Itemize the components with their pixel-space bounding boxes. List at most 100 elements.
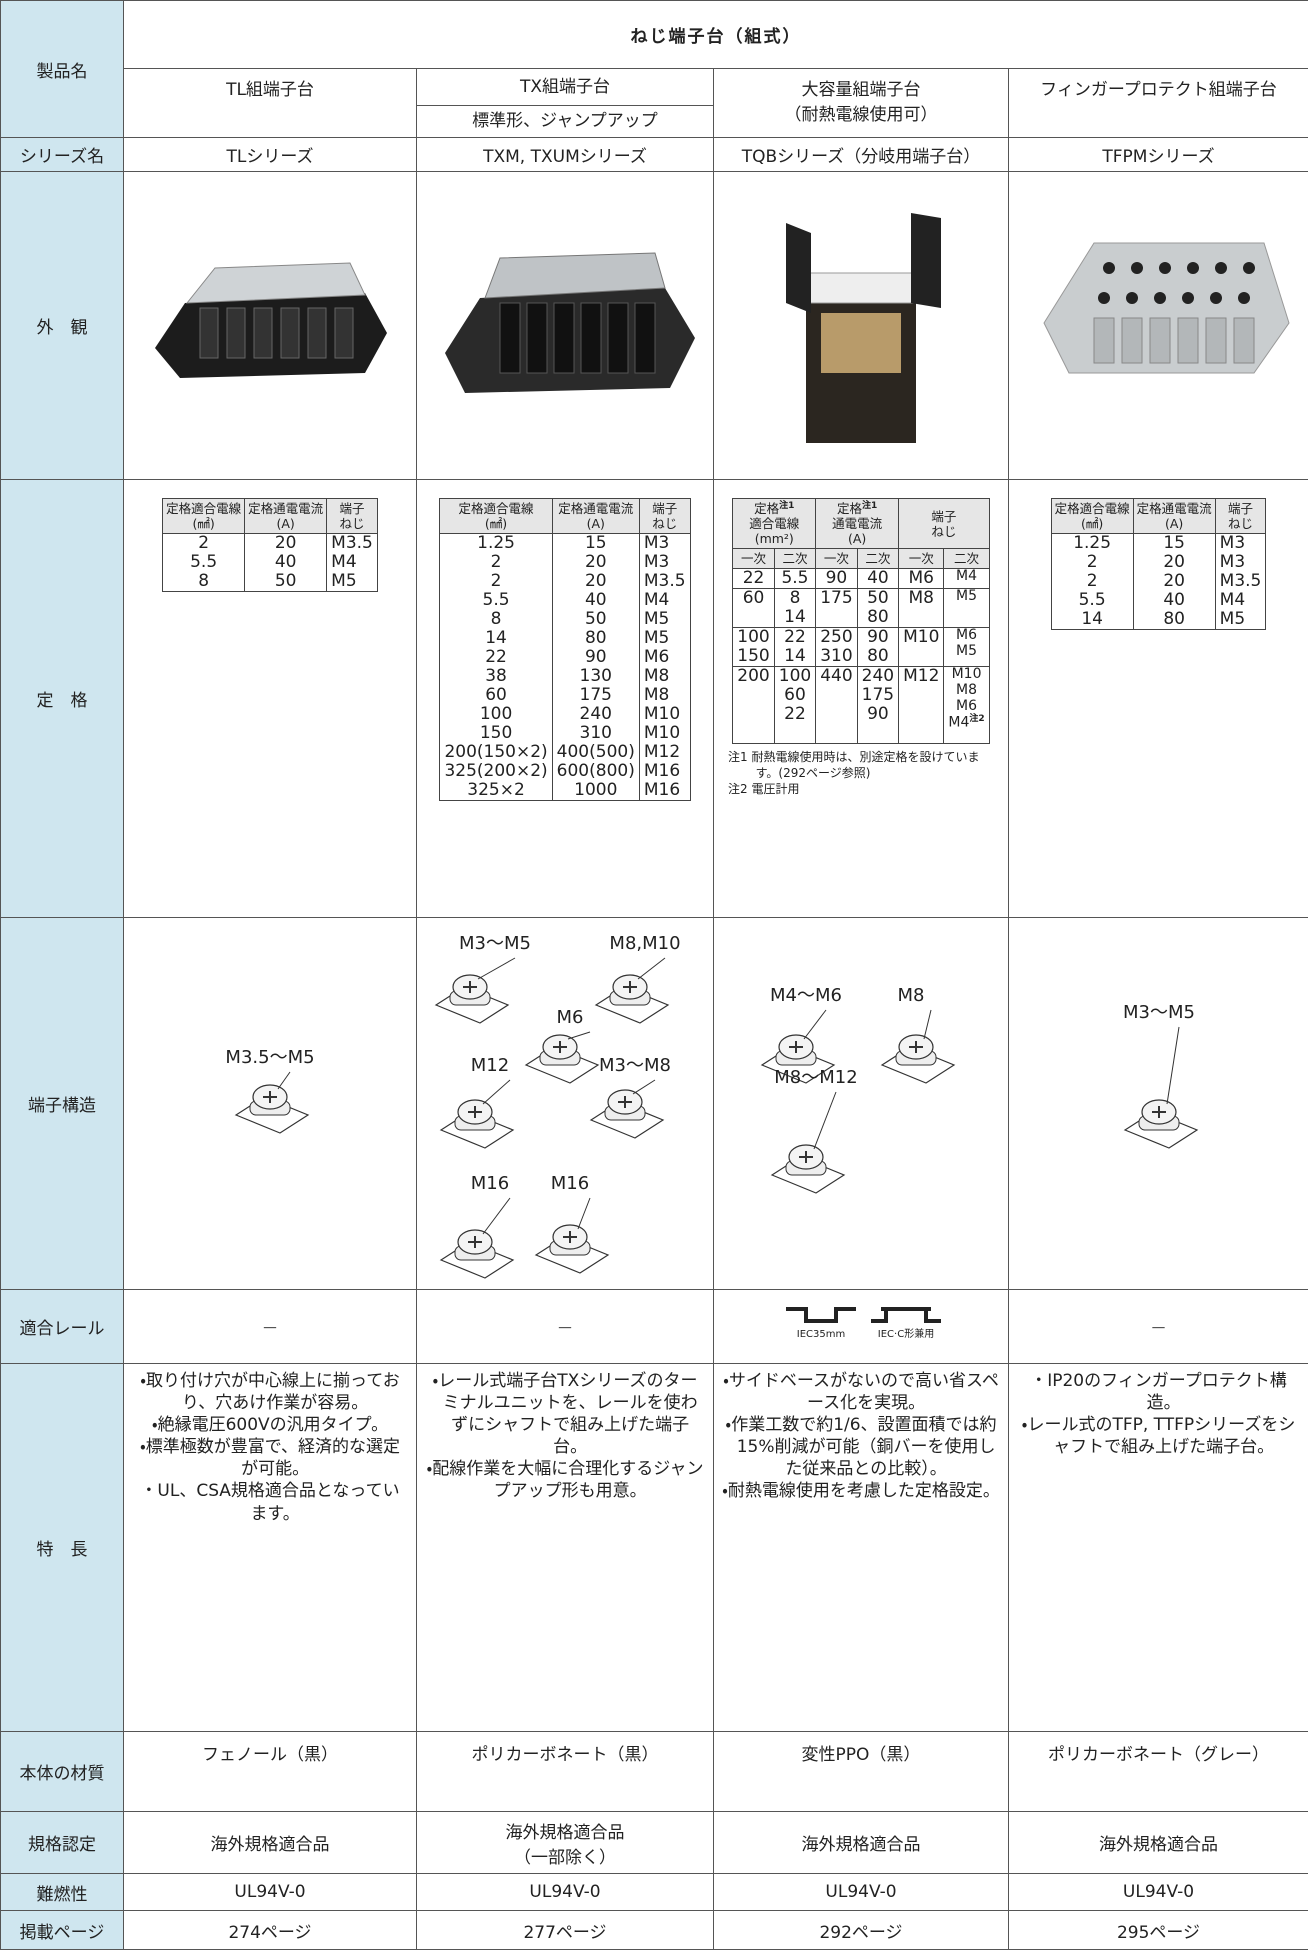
rating-header-cell: 定格適合電線(㎟)	[1051, 499, 1133, 534]
rating-value: 440	[820, 667, 852, 686]
page-cell: 274ページ	[124, 1911, 417, 1950]
rating-column: 200	[733, 667, 774, 744]
standard-text: （一部除く）	[417, 1843, 713, 1868]
structure-label: M3～M5	[1123, 1002, 1195, 1023]
product-name-text: TL組端子台	[124, 69, 416, 100]
structure-label: M16	[551, 1173, 589, 1194]
rating-value: 80	[557, 629, 635, 648]
header-line: 定格通電電流	[556, 501, 636, 516]
product-name-text: 大容量組端子台	[714, 69, 1008, 100]
rating-value: M5	[948, 589, 984, 605]
rating-value: M4	[331, 553, 373, 572]
product-name: TL組端子台	[124, 69, 417, 138]
header-line: ねじ	[902, 524, 986, 539]
hole	[1098, 292, 1110, 304]
flame-cell: UL94V-0	[417, 1874, 714, 1911]
product-name: TX組端子台標準形、ジャンプアップ	[417, 69, 714, 138]
rating-value: M5	[1220, 610, 1262, 629]
row-label: 難燃性	[1, 1874, 124, 1911]
terminal	[581, 303, 601, 373]
rating-value: M16	[644, 762, 686, 781]
standard-text: 海外規格適合品	[124, 1830, 416, 1855]
terminal	[254, 308, 272, 358]
rating-value: 2	[1056, 572, 1129, 591]
rating-value: M6	[903, 569, 939, 588]
rating-value: M3.5	[644, 572, 686, 591]
rating-header-cell: 定格適合電線(㎟)	[440, 499, 552, 534]
material-cell: ポリカーボネート（黒）	[417, 1732, 714, 1812]
rating-value: M5	[644, 610, 686, 629]
product-photo	[716, 173, 1006, 473]
page-cell: 292ページ	[714, 1911, 1009, 1950]
rating-value: M10	[644, 724, 686, 743]
rail-text: －	[262, 1319, 279, 1339]
rating-column: 60	[733, 589, 774, 628]
product-photo	[125, 173, 415, 473]
material-cell: 変性PPO（黒）	[714, 1732, 1009, 1812]
blank	[820, 686, 852, 705]
header-line: 定格注1	[736, 501, 812, 516]
header-line: (A)	[248, 516, 323, 531]
leader	[804, 1010, 826, 1039]
rating-value: M3	[644, 553, 686, 572]
terminal	[308, 308, 326, 358]
rating-value: 90	[820, 569, 852, 588]
rating-value: 20	[557, 553, 635, 572]
rating-value: M12	[644, 743, 686, 762]
rating-value: 240	[557, 705, 635, 724]
rating-column: M4	[944, 569, 989, 589]
rating-column: 22	[733, 569, 774, 589]
rating-value: 80	[862, 647, 894, 666]
structure-label: M3.5～M5	[225, 1047, 314, 1068]
appearance-cell	[417, 172, 714, 480]
terminal	[1094, 318, 1114, 363]
rating-value: M8	[644, 686, 686, 705]
rating-value: 175	[557, 686, 635, 705]
row-label: 端子構造	[1, 918, 124, 1290]
structure-label: M12	[471, 1055, 509, 1076]
structure-diagram: M3.5～M5	[125, 918, 415, 1284]
feature-item: ・絶縁電圧600Vの汎用タイプ。	[132, 1414, 408, 1436]
rating-value: 600(800)	[557, 762, 635, 781]
rating-value: 60	[779, 686, 811, 705]
header-line: 端子	[330, 501, 374, 516]
header-line: (A)	[819, 531, 895, 546]
rating-value: M10	[903, 628, 939, 647]
rail-cell: －	[417, 1290, 714, 1364]
header-line: ねじ	[1219, 516, 1263, 531]
blank	[737, 686, 769, 705]
leader	[568, 1032, 590, 1039]
hole	[1182, 292, 1194, 304]
terminal	[635, 303, 655, 373]
rating-value: 8	[779, 589, 811, 608]
row-label: 掲載ページ	[1, 1911, 124, 1950]
material-cell: フェノール（黒）	[124, 1732, 417, 1812]
rail-label: IEC·C形兼用	[878, 1327, 934, 1340]
note-mark: 注1	[779, 501, 794, 511]
header-line: 定格適合電線	[166, 501, 241, 516]
header-line: 定格注1	[819, 501, 895, 516]
note-text: 注2 電圧計用	[728, 782, 994, 798]
structure-cell: M3～M5	[1009, 918, 1308, 1290]
rating-header: 定格適合電線(㎟)定格通電電流(A)端子ねじ	[440, 499, 690, 534]
rating-value: M12	[903, 667, 939, 686]
rating-value: 1000	[557, 781, 635, 800]
row-label: 定 格	[1, 480, 124, 918]
rating-value: M10	[644, 705, 686, 724]
rating-column: 90	[816, 569, 857, 589]
row-label: シリーズ名	[1, 138, 124, 172]
sub-header-cell: 二次	[774, 549, 815, 569]
leader	[1167, 1027, 1179, 1104]
blank	[948, 605, 984, 621]
rating-value: 22	[444, 648, 547, 667]
